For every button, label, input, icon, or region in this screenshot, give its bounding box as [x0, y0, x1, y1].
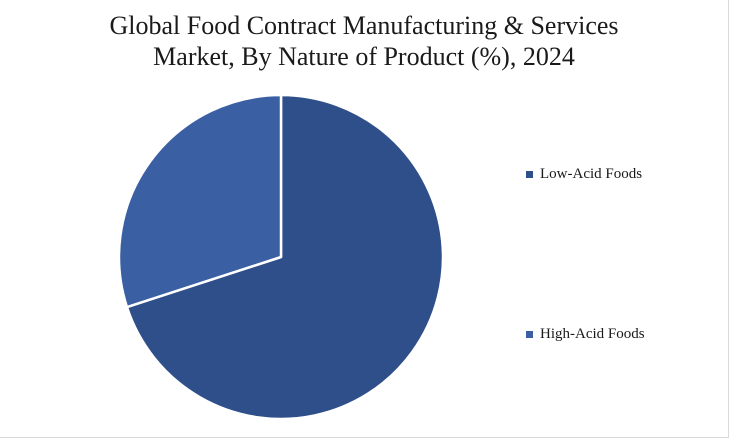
legend-swatch-low-acid-foods [526, 171, 533, 178]
legend-item-high-acid-foods: High-Acid Foods [526, 326, 645, 343]
legend: Low-Acid Foods High-Acid Foods [526, 0, 726, 437]
legend-item-low-acid-foods: Low-Acid Foods [526, 166, 642, 183]
pie-slice-high-acid-foods [117, 93, 283, 309]
chart-title: Global Food Contract Manufacturing & Ser… [0, 10, 728, 72]
legend-swatch-high-acid-foods [526, 331, 533, 338]
legend-label-high-acid-foods: High-Acid Foods [540, 326, 645, 342]
legend-label-low-acid-foods: Low-Acid Foods [540, 166, 643, 182]
chart-title-line-1: Global Food Contract Manufacturing & Ser… [109, 11, 619, 40]
chart-title-line-2: Market, By Nature of Product (%), 2024 [153, 42, 575, 71]
pie-slice-low-acid-foods [125, 93, 445, 421]
